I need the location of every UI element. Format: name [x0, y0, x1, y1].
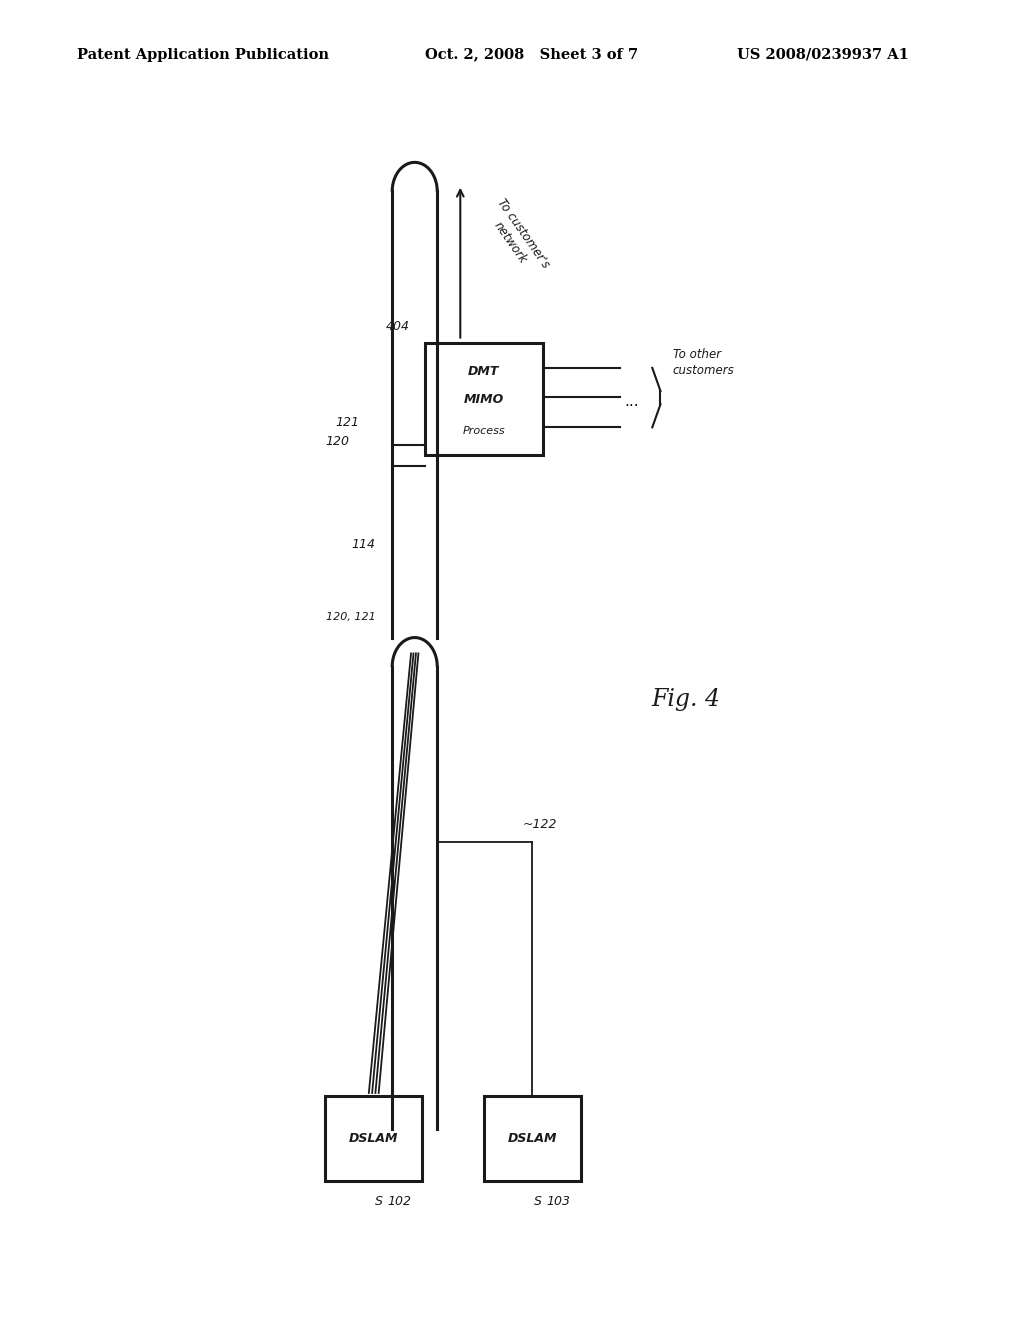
FancyBboxPatch shape: [326, 1096, 422, 1181]
Text: 121: 121: [336, 416, 359, 429]
Text: S: S: [534, 1195, 542, 1208]
FancyBboxPatch shape: [484, 1096, 582, 1181]
Text: DMT: DMT: [468, 364, 500, 378]
Text: Process: Process: [463, 426, 505, 436]
Text: 120, 121: 120, 121: [326, 612, 376, 623]
Text: 120: 120: [326, 434, 349, 447]
Text: US 2008/0239937 A1: US 2008/0239937 A1: [737, 48, 909, 62]
Text: ~122: ~122: [522, 818, 557, 832]
Text: Oct. 2, 2008   Sheet 3 of 7: Oct. 2, 2008 Sheet 3 of 7: [425, 48, 638, 62]
Text: MIMO: MIMO: [464, 393, 504, 405]
Text: DSLAM: DSLAM: [349, 1133, 398, 1144]
Text: To customer's
network: To customer's network: [481, 195, 552, 280]
Text: 103: 103: [546, 1195, 570, 1208]
Text: To other
customers: To other customers: [673, 348, 734, 378]
Text: 114: 114: [351, 537, 375, 550]
Text: Patent Application Publication: Patent Application Publication: [77, 48, 329, 62]
Text: S: S: [375, 1195, 383, 1208]
Text: ...: ...: [625, 393, 639, 408]
Text: 404: 404: [386, 319, 410, 333]
Text: 102: 102: [387, 1195, 412, 1208]
FancyBboxPatch shape: [425, 343, 543, 455]
Text: DSLAM: DSLAM: [508, 1133, 557, 1144]
Text: Fig. 4: Fig. 4: [651, 688, 721, 711]
